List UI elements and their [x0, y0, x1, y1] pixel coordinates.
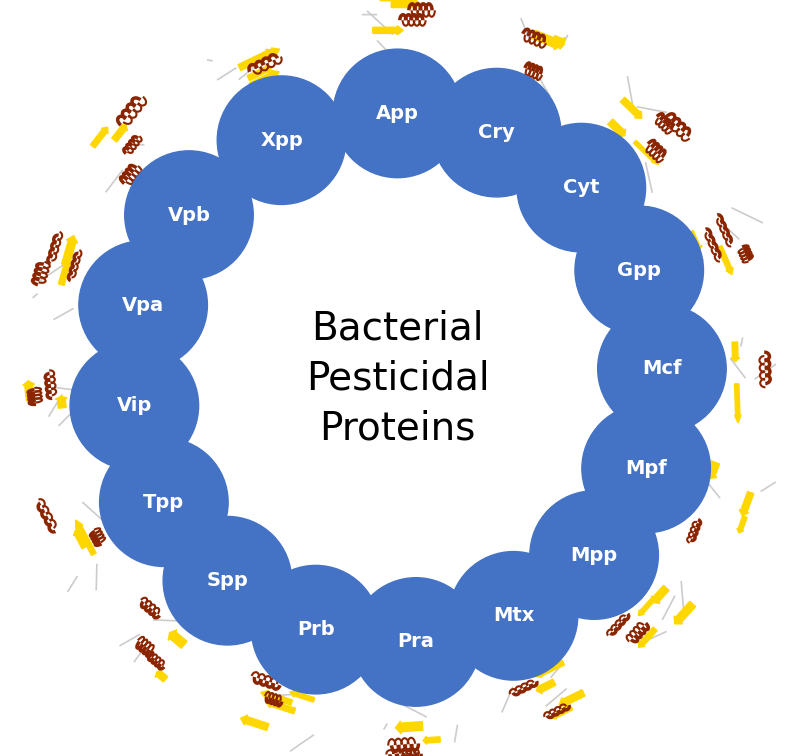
Text: Cry: Cry [479, 123, 515, 142]
FancyArrow shape [380, 0, 412, 2]
FancyArrow shape [620, 98, 642, 118]
FancyArrow shape [607, 119, 626, 137]
Circle shape [598, 305, 726, 433]
Text: Mpf: Mpf [626, 459, 667, 478]
FancyArrow shape [551, 706, 572, 719]
FancyArrow shape [373, 26, 403, 35]
Text: Spp: Spp [207, 572, 248, 590]
Text: Tpp: Tpp [143, 493, 184, 512]
FancyArrow shape [423, 736, 440, 745]
FancyArrow shape [61, 236, 78, 266]
Circle shape [351, 578, 480, 706]
Circle shape [163, 516, 292, 645]
Circle shape [530, 491, 658, 619]
FancyArrow shape [73, 530, 88, 549]
FancyArrow shape [739, 491, 754, 516]
FancyArrow shape [552, 36, 564, 49]
FancyArrow shape [155, 670, 168, 682]
FancyArrow shape [717, 246, 733, 274]
FancyArrow shape [638, 627, 657, 647]
FancyArrow shape [247, 65, 272, 81]
FancyArrow shape [638, 596, 656, 615]
FancyArrow shape [396, 721, 423, 734]
Text: Gpp: Gpp [617, 261, 661, 280]
Circle shape [79, 241, 207, 370]
Circle shape [432, 68, 561, 197]
FancyArrow shape [56, 396, 67, 408]
Text: Vpa: Vpa [122, 296, 165, 314]
Circle shape [582, 404, 711, 533]
FancyArrow shape [112, 125, 127, 142]
Text: Cyt: Cyt [563, 178, 599, 197]
Circle shape [70, 342, 199, 470]
Text: Vip: Vip [117, 396, 152, 415]
FancyArrow shape [634, 141, 658, 165]
Circle shape [125, 151, 254, 280]
Text: Mtx: Mtx [493, 606, 534, 625]
FancyArrow shape [537, 679, 556, 694]
FancyArrow shape [674, 601, 696, 624]
FancyArrow shape [391, 0, 420, 10]
FancyArrow shape [532, 30, 562, 50]
Text: Bacterial
Pesticidal
Proteins: Bacterial Pesticidal Proteins [306, 309, 489, 447]
FancyArrow shape [735, 384, 741, 423]
Circle shape [217, 76, 346, 204]
Text: Xpp: Xpp [260, 131, 303, 150]
FancyArrow shape [685, 231, 702, 252]
Circle shape [251, 565, 380, 694]
FancyArrow shape [704, 461, 719, 479]
FancyArrow shape [737, 516, 747, 533]
FancyArrow shape [560, 689, 585, 707]
FancyArrow shape [238, 49, 275, 70]
FancyArrow shape [169, 630, 187, 648]
Circle shape [517, 123, 646, 252]
FancyArrow shape [91, 127, 108, 148]
FancyArrow shape [289, 690, 315, 702]
FancyArrow shape [76, 520, 96, 556]
Circle shape [575, 206, 704, 335]
FancyArrow shape [261, 691, 293, 705]
FancyArrow shape [246, 48, 280, 67]
FancyArrow shape [731, 342, 739, 361]
Circle shape [99, 438, 228, 566]
FancyArrow shape [23, 381, 34, 401]
Circle shape [449, 552, 578, 680]
FancyArrow shape [250, 70, 279, 88]
Text: Pra: Pra [398, 633, 434, 652]
Circle shape [333, 49, 462, 178]
Text: Prb: Prb [297, 620, 335, 639]
Text: Vpb: Vpb [168, 206, 211, 225]
FancyArrow shape [59, 261, 71, 285]
Text: App: App [376, 104, 419, 123]
FancyArrow shape [266, 699, 296, 714]
FancyArrow shape [535, 660, 564, 677]
Text: Mcf: Mcf [642, 359, 681, 378]
Text: Mpp: Mpp [571, 546, 618, 565]
FancyArrow shape [652, 585, 669, 603]
FancyArrow shape [241, 715, 269, 730]
